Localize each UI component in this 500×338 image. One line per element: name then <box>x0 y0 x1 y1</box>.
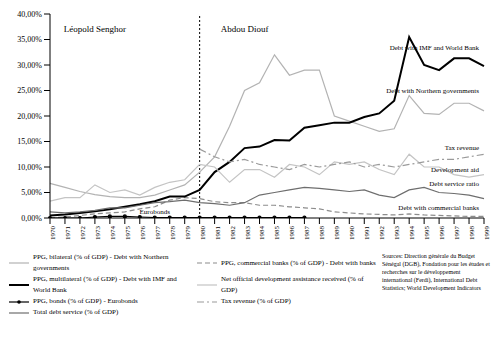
svg-text:1992: 1992 <box>378 226 386 241</box>
svg-text:1982: 1982 <box>229 226 237 241</box>
svg-text:1984: 1984 <box>258 226 266 241</box>
svg-text:40,00%: 40,00% <box>17 10 42 19</box>
svg-text:1976: 1976 <box>139 226 147 241</box>
svg-text:Léopold Senghor: Léopold Senghor <box>64 24 126 34</box>
svg-text:1988: 1988 <box>318 226 326 241</box>
svg-text:1989: 1989 <box>333 226 341 241</box>
svg-text:1977: 1977 <box>154 226 162 241</box>
svg-text:1978: 1978 <box>169 226 177 241</box>
svg-text:5,00%: 5,00% <box>21 188 42 197</box>
html-text:Sources: Direction générale du: Sources: Direction générale du Budget Sé… <box>382 253 490 291</box>
svg-text:1994: 1994 <box>408 226 416 241</box>
svg-text:1981: 1981 <box>214 226 222 241</box>
svg-text:1987: 1987 <box>303 226 311 241</box>
svg-text:1996: 1996 <box>438 226 446 241</box>
svg-text:1986: 1986 <box>288 226 296 241</box>
html-text:PPG, bilateral (% of GDP) - De: PPG, bilateral (% of GDP) - Debt with No… <box>33 253 169 272</box>
svg-text:15,00%: 15,00% <box>17 137 42 146</box>
svg-text:1999: 1999 <box>483 226 491 241</box>
svg-text:1991: 1991 <box>363 226 371 241</box>
svg-text:1973: 1973 <box>94 226 102 241</box>
svg-text:Tax revenue: Tax revenue <box>445 144 479 152</box>
svg-text:1995: 1995 <box>423 226 431 241</box>
svg-text:25,00%: 25,00% <box>17 86 42 95</box>
svg-text:Debt with IMF and World Bank: Debt with IMF and World Bank <box>390 44 480 52</box>
svg-text:1997: 1997 <box>453 226 461 241</box>
html-text:Net official development assis: Net official development assistance rece… <box>221 275 364 294</box>
svg-text:Debt service ratio: Debt service ratio <box>429 180 479 188</box>
svg-text:35,00%: 35,00% <box>17 35 42 44</box>
html-text:Tax revenue (% of GDP): Tax revenue (% of GDP) <box>221 297 291 305</box>
svg-text:1974: 1974 <box>109 226 117 241</box>
svg-text:1998: 1998 <box>468 226 476 241</box>
svg-text:Eurobonds: Eurobonds <box>140 208 171 216</box>
html-text:PPG, bonds (% of GDP) - Eurobo: PPG, bonds (% of GDP) - Eurobonds <box>33 297 138 305</box>
svg-text:Development aid: Development aid <box>431 166 480 174</box>
svg-text:Abdou Diouf: Abdou Diouf <box>221 24 269 34</box>
svg-text:30,00%: 30,00% <box>17 61 42 70</box>
svg-text:0,00%: 0,00% <box>21 214 42 223</box>
svg-text:1979: 1979 <box>184 226 192 241</box>
svg-text:20,00%: 20,00% <box>17 112 42 121</box>
svg-text:1970: 1970 <box>49 226 57 241</box>
html-text:PPG, commercial banks (% of GD: PPG, commercial banks (% of GDP) - Debt … <box>221 258 376 267</box>
svg-text:1980: 1980 <box>199 226 207 241</box>
svg-text:1971: 1971 <box>64 226 72 241</box>
svg-text:Debt with Northern governments: Debt with Northern governments <box>386 87 479 95</box>
html-text:Total debt service (% of GDP): Total debt service (% of GDP) <box>33 308 119 316</box>
svg-text:10,00%: 10,00% <box>17 163 42 172</box>
svg-text:1985: 1985 <box>273 226 281 241</box>
html-text:PPG, multilateral (% of GDP) -: PPG, multilateral (% of GDP) - Debt with… <box>33 275 177 294</box>
svg-text:Debt with commercial banks: Debt with commercial banks <box>398 204 479 212</box>
svg-text:1975: 1975 <box>124 226 132 241</box>
svg-text:1972: 1972 <box>79 226 87 241</box>
svg-text:1990: 1990 <box>348 226 356 241</box>
svg-text:1983: 1983 <box>244 226 252 241</box>
svg-text:1993: 1993 <box>393 226 401 241</box>
